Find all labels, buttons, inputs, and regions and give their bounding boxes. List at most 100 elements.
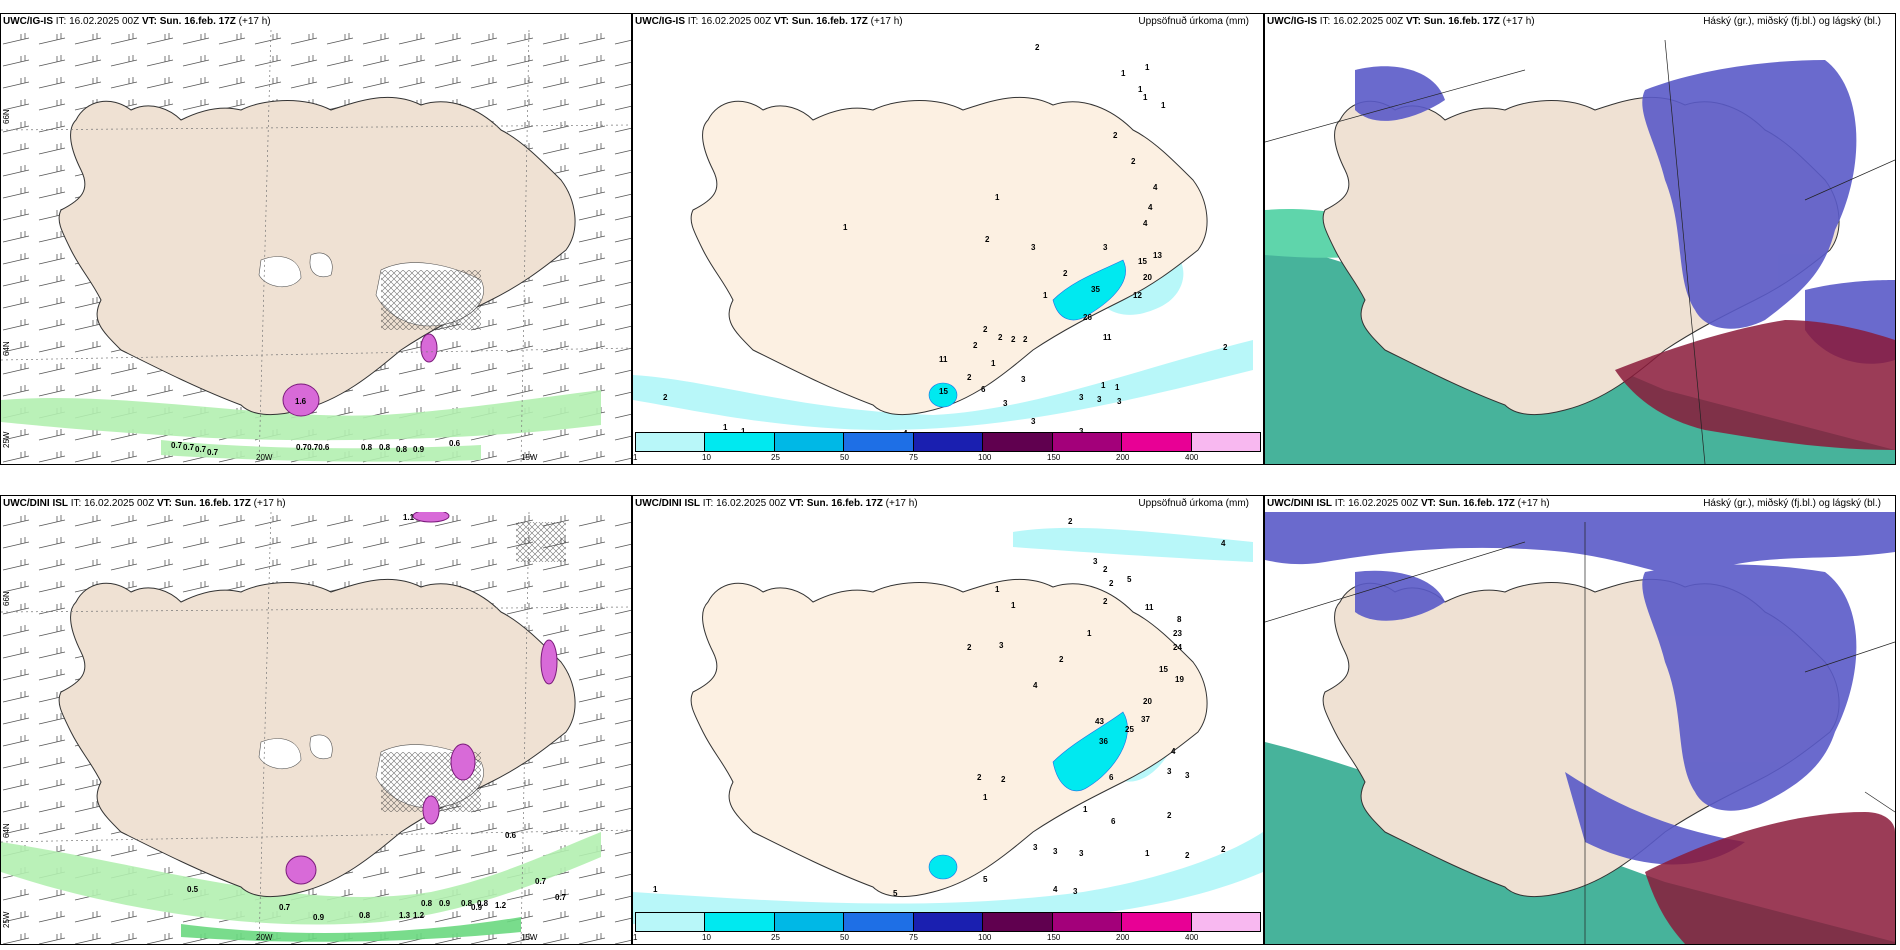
svg-text:3: 3 xyxy=(1031,417,1036,426)
svg-text:0.7: 0.7 xyxy=(171,441,183,450)
svg-text:3: 3 xyxy=(1073,887,1078,896)
svg-text:2: 2 xyxy=(1131,157,1136,166)
top-wind-lat-66: 66N xyxy=(2,109,11,124)
svg-text:1: 1 xyxy=(1115,383,1120,392)
top-cloud-title: Háský (gr.), miðský (fj.bl.) og lágský (… xyxy=(1703,16,1881,27)
svg-text:2: 2 xyxy=(1103,597,1108,606)
svg-text:2: 2 xyxy=(1109,579,1114,588)
svg-text:0.8: 0.8 xyxy=(361,443,373,452)
top-wind-values: 0.7 0.7 0.7 0.7 0.70.70.6 0.8 0.8 0.8 0.… xyxy=(171,397,461,457)
bottom-cloud-low xyxy=(1645,812,1895,944)
svg-text:3: 3 xyxy=(999,641,1004,650)
svg-text:37: 37 xyxy=(1141,715,1150,724)
svg-text:24: 24 xyxy=(1173,643,1182,652)
svg-text:1: 1 xyxy=(1101,381,1106,390)
svg-text:1: 1 xyxy=(1145,63,1150,72)
svg-text:2: 2 xyxy=(1223,343,1228,352)
bottom-wind-map: 66N 64N 25W 20W 15W 0.5 0.7 0.9 0.8 1.3 … xyxy=(1,512,631,944)
svg-text:6: 6 xyxy=(1109,773,1114,782)
svg-text:3: 3 xyxy=(1053,847,1058,856)
svg-text:11: 11 xyxy=(1103,333,1112,342)
svg-text:2: 2 xyxy=(985,235,990,244)
svg-text:3: 3 xyxy=(1031,243,1036,252)
svg-text:6: 6 xyxy=(981,385,986,394)
top-precip-map: 2 1 1 1 1 1 2 2 1 4 4 4 3 13 15 20 12 2 … xyxy=(633,43,1253,440)
svg-text:3: 3 xyxy=(1079,849,1084,858)
svg-text:2: 2 xyxy=(1011,335,1016,344)
svg-text:0.9: 0.9 xyxy=(471,903,483,912)
svg-text:2: 2 xyxy=(977,773,982,782)
svg-text:1: 1 xyxy=(1083,805,1088,814)
svg-text:2: 2 xyxy=(1113,131,1118,140)
bottom-cloud-panel: UWC/DINI ISL IT: 16.02.2025 00Z VT: Sun.… xyxy=(1264,495,1896,945)
svg-text:1: 1 xyxy=(1138,85,1143,94)
svg-text:3: 3 xyxy=(1185,771,1190,780)
svg-text:4: 4 xyxy=(1171,747,1176,756)
top-wind-lon-15: 15W xyxy=(521,453,538,462)
bottom-wind-lon-20: 20W xyxy=(256,933,273,942)
svg-text:0.7: 0.7 xyxy=(555,893,567,902)
top-wind-lat-64: 64N xyxy=(2,341,11,356)
svg-text:11: 11 xyxy=(1145,603,1154,612)
top-cloud-map xyxy=(1265,30,1895,464)
svg-text:11: 11 xyxy=(939,355,948,364)
top-wind-lon-20: 20W xyxy=(256,453,273,462)
svg-text:0.6: 0.6 xyxy=(505,831,517,840)
svg-text:2: 2 xyxy=(967,373,972,382)
bottom-cloud-title: Háský (gr.), miðský (fj.bl.) og lágský (… xyxy=(1703,498,1881,509)
svg-text:1: 1 xyxy=(1161,101,1166,110)
bottom-wind-lat-66: 66N xyxy=(2,591,11,606)
top-precip-header: UWC/IG-IS IT: 16.02.2025 00Z VT: Sun. 16… xyxy=(635,16,903,27)
svg-text:2: 2 xyxy=(983,325,988,334)
svg-text:3: 3 xyxy=(1093,557,1098,566)
bottom-wind-green-belt xyxy=(1,832,601,942)
svg-text:1: 1 xyxy=(995,585,1000,594)
top-wind-panel: UWC/IG-IS IT: 16.02.2025 00Z VT: Sun. 16… xyxy=(0,13,632,465)
bottom-precip-map: 2 4 2 3 2 5 2 1 1 3 2 2 11 8 23 24 15 19… xyxy=(633,517,1263,924)
svg-text:3: 3 xyxy=(1033,843,1038,852)
bottom-precip-colorbar-labels: 1 10 25 50 75 100 150 200 400 xyxy=(633,933,1199,942)
svg-text:13: 13 xyxy=(1153,251,1162,260)
top-precip-colorbar-labels: 1 10 25 50 75 100 150 200 400 xyxy=(633,453,1199,462)
bottom-cloud-map xyxy=(1265,512,1895,944)
svg-text:1.2: 1.2 xyxy=(495,901,507,910)
top-cloud-low xyxy=(1615,320,1895,450)
svg-text:3: 3 xyxy=(1103,243,1108,252)
bottom-cloud-header: UWC/DINI ISL IT: 16.02.2025 00Z VT: Sun.… xyxy=(1267,498,1550,509)
top-cloud-header: UWC/IG-IS IT: 16.02.2025 00Z VT: Sun. 16… xyxy=(1267,16,1535,27)
bottom-wind-lon-15: 15W xyxy=(521,933,538,942)
svg-text:4: 4 xyxy=(1033,681,1038,690)
svg-text:2: 2 xyxy=(973,341,978,350)
svg-text:0.8: 0.8 xyxy=(461,899,473,908)
svg-text:1: 1 xyxy=(1087,629,1092,638)
svg-text:4: 4 xyxy=(1053,885,1058,894)
top-wind-magenta-cells xyxy=(282,333,438,417)
svg-text:2: 2 xyxy=(663,393,668,402)
svg-text:43: 43 xyxy=(1095,717,1104,726)
svg-text:1: 1 xyxy=(995,193,1000,202)
svg-text:8: 8 xyxy=(1177,615,1182,624)
svg-text:15: 15 xyxy=(1159,665,1168,674)
svg-text:0.9: 0.9 xyxy=(439,899,451,908)
svg-text:1: 1 xyxy=(1011,601,1016,610)
top-precip-iceland xyxy=(690,96,1208,415)
svg-text:20: 20 xyxy=(1143,273,1152,282)
top-wind-header: UWC/IG-IS IT: 16.02.2025 00Z VT: Sun. 16… xyxy=(3,16,271,27)
top-precip-panel: UWC/IG-IS IT: 16.02.2025 00Z VT: Sun. 16… xyxy=(632,13,1264,465)
svg-text:3: 3 xyxy=(1117,397,1122,406)
svg-text:3: 3 xyxy=(1079,427,1084,436)
svg-text:2: 2 xyxy=(1185,851,1190,860)
svg-text:1: 1 xyxy=(843,223,848,232)
svg-text:1: 1 xyxy=(653,885,658,894)
svg-text:1: 1 xyxy=(991,359,996,368)
svg-text:15: 15 xyxy=(939,387,948,396)
svg-text:26: 26 xyxy=(1083,313,1092,322)
svg-text:3: 3 xyxy=(1167,767,1172,776)
svg-text:1: 1 xyxy=(1121,69,1126,78)
svg-text:1.2: 1.2 xyxy=(413,911,425,920)
svg-text:3: 3 xyxy=(1097,395,1102,404)
bottom-wind-lon-25: 25W xyxy=(2,911,11,928)
svg-text:0.7: 0.7 xyxy=(279,903,291,912)
svg-text:5: 5 xyxy=(893,889,898,898)
svg-text:0.70.70.6: 0.70.70.6 xyxy=(296,443,330,452)
